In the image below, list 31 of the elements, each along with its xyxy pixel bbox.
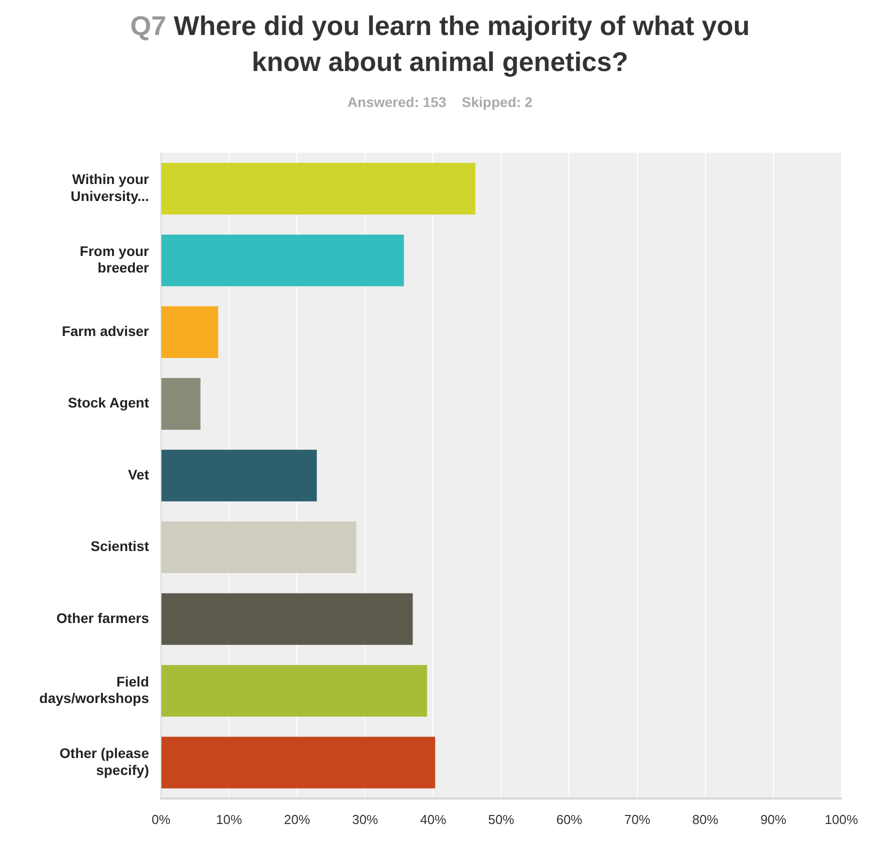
chart-title: Q7 Where did you learn the majority of what you know about animal genetics?: [130, 11, 750, 77]
x-tick-label: 100%: [824, 812, 858, 827]
bar: [162, 378, 200, 430]
x-tick-label: 70%: [624, 812, 651, 827]
y-tick-label: Vet: [128, 466, 150, 482]
y-tick-label: From your breeder: [80, 242, 150, 276]
y-tick-label: Within your University...: [70, 171, 150, 204]
x-tick-label: 40%: [420, 812, 447, 827]
chart-subtitle: Answered: 153 Skipped: 2: [346, 94, 534, 110]
x-tick-label: 30%: [352, 812, 379, 827]
x-tick-label: 90%: [760, 812, 787, 827]
bar: [162, 593, 413, 645]
x-tick-label: 20%: [284, 812, 311, 827]
bar: [162, 234, 404, 286]
x-tick-label: 50%: [488, 812, 515, 827]
bar: [162, 664, 428, 717]
y-tick-label: Scientist: [90, 538, 150, 554]
bar: [162, 522, 356, 574]
bar: [162, 736, 436, 788]
bar: [162, 162, 476, 214]
x-tick-label: 10%: [216, 812, 242, 827]
y-tick-label: Other (please specify): [60, 744, 150, 778]
bar: [162, 450, 317, 502]
x-tick-label: 0%: [152, 812, 171, 827]
x-tick-label: 60%: [556, 812, 583, 827]
x-tick-label: 80%: [692, 812, 719, 827]
y-tick-label: Stock Agent: [68, 394, 150, 411]
y-tick-label: Field days/workshops: [39, 673, 150, 706]
y-tick-label: Farm adviser: [62, 322, 150, 339]
y-tick-label: Other farmers: [56, 610, 150, 626]
bar: [162, 306, 218, 358]
